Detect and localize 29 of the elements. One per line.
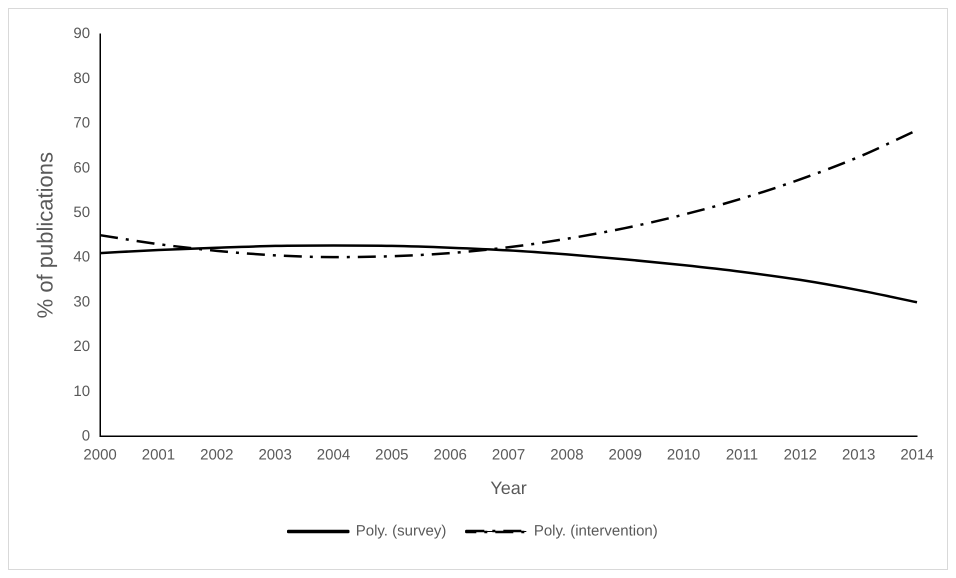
x-tick-label: 2006 <box>434 446 467 464</box>
y-tick-label: 70 <box>73 114 90 132</box>
x-tick-label: 2013 <box>842 446 876 464</box>
x-tick-label: 2002 <box>200 446 234 464</box>
y-tick-label: 90 <box>73 25 90 42</box>
legend-label: Poly. (intervention) <box>534 522 658 540</box>
x-tick-label: 2001 <box>142 446 176 464</box>
legend-label: Poly. (survey) <box>356 522 446 540</box>
x-tick-label: 2011 <box>726 446 758 464</box>
x-tick-label: 2004 <box>316 446 350 464</box>
y-axis-title: % of publications <box>32 152 58 318</box>
x-tick-label: 2005 <box>375 446 409 464</box>
x-tick-label: 2000 <box>83 446 117 464</box>
x-tick-label: 2009 <box>608 446 642 464</box>
x-tick-label: 2008 <box>550 446 584 464</box>
x-tick-label: 2010 <box>666 446 700 464</box>
y-tick-label: 80 <box>73 70 90 87</box>
y-tick-label: 10 <box>73 382 90 400</box>
y-tick-label: 60 <box>73 159 90 176</box>
y-tick-label: 40 <box>73 248 90 266</box>
x-tick-label: 2007 <box>492 446 526 464</box>
y-tick-label: 20 <box>73 338 90 356</box>
y-tick-label: 0 <box>82 428 90 445</box>
y-tick-label: 50 <box>73 204 90 221</box>
x-tick-label: 2012 <box>784 446 817 464</box>
x-tick-label: 2003 <box>258 446 292 464</box>
x-tick-label: 2014 <box>900 446 934 464</box>
x-axis-title: Year <box>490 478 527 498</box>
y-tick-label: 30 <box>73 293 90 310</box>
